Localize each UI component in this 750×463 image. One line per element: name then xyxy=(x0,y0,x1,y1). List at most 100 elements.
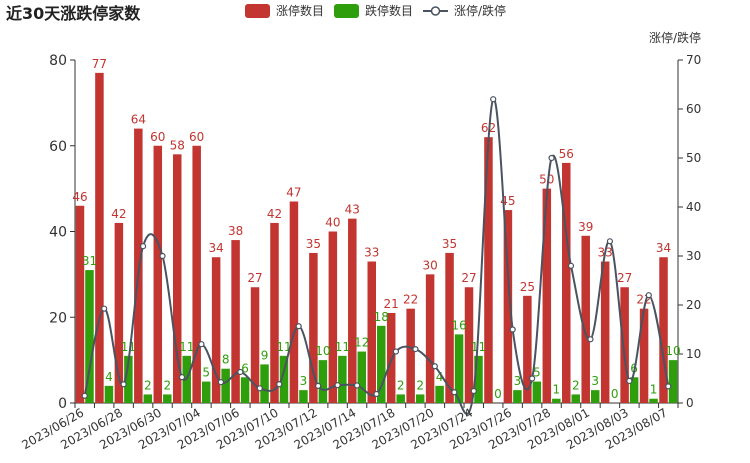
ratio-point xyxy=(431,363,438,370)
down-bar xyxy=(318,360,328,403)
legend-item-ratio[interactable]: 涨停/跌停 xyxy=(423,3,506,18)
ratio-point xyxy=(451,389,458,396)
right-axis-tick-label: 10 xyxy=(686,347,701,361)
down-bar xyxy=(260,364,269,403)
up-bar xyxy=(153,145,163,403)
ratio-point xyxy=(315,382,322,389)
down-bar-label: 2 xyxy=(163,378,171,392)
up-bar-label: 60 xyxy=(189,130,204,144)
down-bar xyxy=(221,368,230,403)
up-bar xyxy=(250,287,260,403)
ratio-point xyxy=(334,382,341,389)
up-bar xyxy=(134,128,143,403)
down-bar-label: 6 xyxy=(241,361,249,375)
up-bar xyxy=(406,308,415,403)
down-bar xyxy=(415,394,425,403)
down-bar-label: 16 xyxy=(451,318,466,332)
down-bar xyxy=(240,377,250,403)
up-bar-label: 50 xyxy=(539,173,554,187)
up-bar-label: 30 xyxy=(422,258,437,272)
down-bar xyxy=(143,394,153,403)
down-bar-label: 31 xyxy=(82,254,97,268)
up-bar xyxy=(562,162,571,403)
ratio-point xyxy=(645,292,652,299)
ratio-point xyxy=(548,154,555,162)
up-bar xyxy=(464,287,474,403)
right-axis-tick-label: 40 xyxy=(686,200,701,214)
up-bar-label: 42 xyxy=(111,207,126,221)
ratio-point xyxy=(665,383,672,390)
ratio-point xyxy=(509,326,516,333)
down-bar-label: 0 xyxy=(494,387,502,401)
up-bar xyxy=(620,287,629,403)
up-bar-label: 58 xyxy=(170,138,185,152)
down-bar-label: 2 xyxy=(572,378,580,392)
right-axis-tick-label: 20 xyxy=(686,298,701,312)
up-bar xyxy=(211,257,221,403)
up-bar-label: 77 xyxy=(92,57,107,71)
ratio-point xyxy=(198,341,205,348)
up-bar xyxy=(270,222,279,403)
up-bar-label: 33 xyxy=(364,246,379,260)
right-axis-tick-label: 70 xyxy=(686,53,701,67)
legend-label-down: 跌停数目 xyxy=(365,3,413,18)
up-bar-label: 40 xyxy=(325,216,340,230)
up-bar xyxy=(425,274,435,403)
up-bar-label: 39 xyxy=(578,220,593,234)
ratio-point xyxy=(139,243,147,250)
right-axis-tick-label: 30 xyxy=(686,249,701,263)
up-bar xyxy=(231,240,240,403)
up-bar-label: 64 xyxy=(131,113,146,127)
right-axis-tick-label: 60 xyxy=(686,102,701,116)
ratio-point xyxy=(392,348,400,355)
right-axis-tick-label: 0 xyxy=(686,396,694,410)
up-bar-label: 25 xyxy=(520,280,535,294)
up-bar-label: 35 xyxy=(442,237,457,251)
down-bar-label: 11 xyxy=(335,340,350,354)
down-bar xyxy=(435,385,444,403)
right-axis-tick-label: 50 xyxy=(686,151,701,165)
ratio-point xyxy=(81,392,88,399)
down-bar-label: 8 xyxy=(222,353,230,367)
legend-item-down[interactable]: 跌停数目 xyxy=(334,3,413,18)
down-bar xyxy=(649,398,658,403)
up-bar xyxy=(445,252,454,403)
legend-item-up[interactable]: 涨停数目 xyxy=(245,3,324,18)
right-axis-label: 涨停/跌停 xyxy=(649,30,701,45)
up-bar-label: 27 xyxy=(461,271,476,285)
up-bars xyxy=(75,72,668,404)
down-bar xyxy=(104,385,114,403)
down-bar xyxy=(338,355,347,403)
ratio-point xyxy=(217,379,224,386)
up-bar-label: 22 xyxy=(403,293,418,307)
ratio-line xyxy=(83,98,670,415)
down-bar xyxy=(513,390,522,403)
down-bar-label: 4 xyxy=(436,370,444,384)
left-axis-tick-label: 20 xyxy=(49,310,67,326)
up-bar xyxy=(95,72,104,404)
up-bar-label: 35 xyxy=(306,237,321,251)
up-bar xyxy=(289,201,299,403)
down-bar-label: 9 xyxy=(261,348,269,362)
down-bar-label: 12 xyxy=(354,336,369,350)
up-bar-label: 34 xyxy=(656,241,671,255)
ratio-point xyxy=(373,390,380,398)
left-axis-tick-label: 40 xyxy=(49,225,67,241)
up-bar xyxy=(386,312,396,403)
ratio-point xyxy=(606,238,614,245)
up-bar-label: 38 xyxy=(228,224,243,238)
down-bar xyxy=(163,394,172,403)
ratio-point xyxy=(412,346,419,353)
up-bar xyxy=(328,231,338,403)
down-bar-label: 3 xyxy=(514,374,522,388)
up-bar-label: 43 xyxy=(345,203,360,217)
down-bar xyxy=(590,390,600,403)
down-bar-label: 5 xyxy=(533,366,541,380)
down-bar xyxy=(279,355,289,403)
ratio-point xyxy=(587,336,594,343)
chart-legend[interactable]: 涨停数目 跌停数目 涨停/跌停 xyxy=(245,3,506,18)
down-bar-label: 11 xyxy=(121,340,136,354)
down-bar-label: 10 xyxy=(315,344,330,358)
ratio-point xyxy=(178,374,186,381)
